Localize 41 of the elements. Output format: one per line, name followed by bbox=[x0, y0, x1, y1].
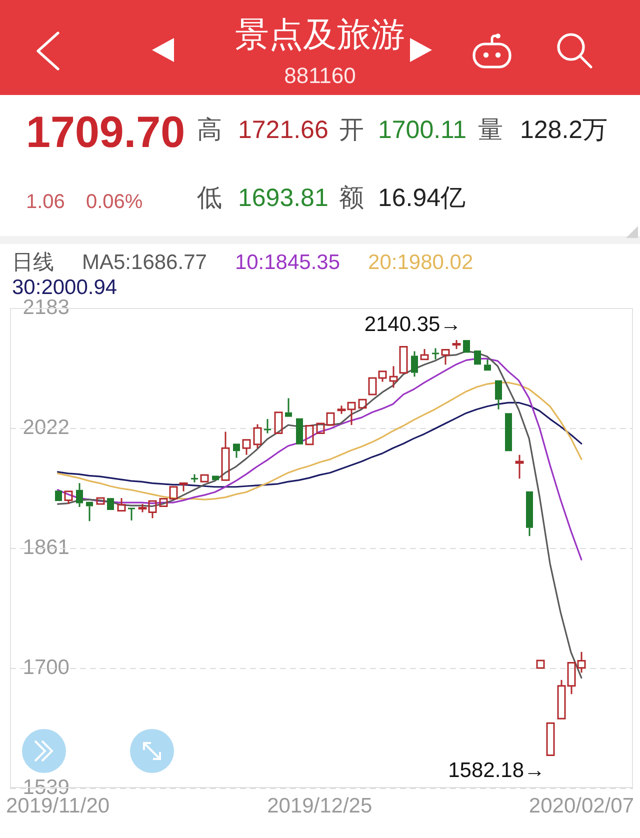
annotation: 1582.18→ bbox=[448, 759, 546, 782]
candlestick bbox=[221, 430, 230, 481]
candlestick bbox=[399, 346, 408, 374]
candlestick bbox=[546, 722, 555, 756]
text: 128.2万 bbox=[520, 116, 608, 144]
candlestick bbox=[389, 365, 398, 388]
candlestick bbox=[536, 660, 545, 669]
text: 额 bbox=[339, 184, 364, 212]
chart-subtitle: 881160 bbox=[284, 62, 356, 88]
text: 0.06% bbox=[86, 190, 143, 214]
text: 1693.81 bbox=[238, 184, 328, 212]
legend-title: 日线 bbox=[12, 250, 54, 275]
text: 低 bbox=[197, 184, 222, 212]
text: 1700.11 bbox=[378, 116, 467, 144]
x-tick-label: 2019/11/20 bbox=[6, 794, 110, 818]
annotation: 2140.35→ bbox=[364, 313, 462, 336]
text: 16.94亿 bbox=[378, 184, 466, 212]
y-tick-label: 2022 bbox=[22, 416, 70, 439]
chart-title: 景点及旅游 bbox=[235, 16, 405, 54]
text: 1721.66 bbox=[238, 116, 328, 144]
candlestick bbox=[200, 474, 209, 482]
candlestick bbox=[117, 497, 126, 512]
text: 开 bbox=[339, 116, 364, 144]
candlestick bbox=[441, 348, 450, 366]
text: 1.06 bbox=[26, 190, 65, 214]
text: 量 bbox=[478, 116, 503, 144]
candlestick bbox=[96, 497, 105, 505]
text: 1709.70 bbox=[26, 106, 186, 158]
text: MA5:1686.77 bbox=[82, 250, 207, 275]
x-tick-label: 2020/02/07 bbox=[528, 794, 634, 818]
candlestick bbox=[274, 412, 283, 434]
text: 高 bbox=[197, 116, 222, 144]
y-tick-label: 1700 bbox=[22, 656, 70, 679]
candlestick bbox=[305, 425, 314, 446]
x-tick-label: 2019/12/25 bbox=[267, 794, 372, 818]
text: 20:1980.02 bbox=[368, 250, 474, 275]
y-tick-label: 1861 bbox=[22, 536, 70, 559]
text: 10:1845.35 bbox=[234, 250, 340, 275]
candlestick bbox=[358, 398, 367, 409]
candlestick bbox=[515, 454, 524, 480]
candlestick bbox=[242, 439, 251, 456]
